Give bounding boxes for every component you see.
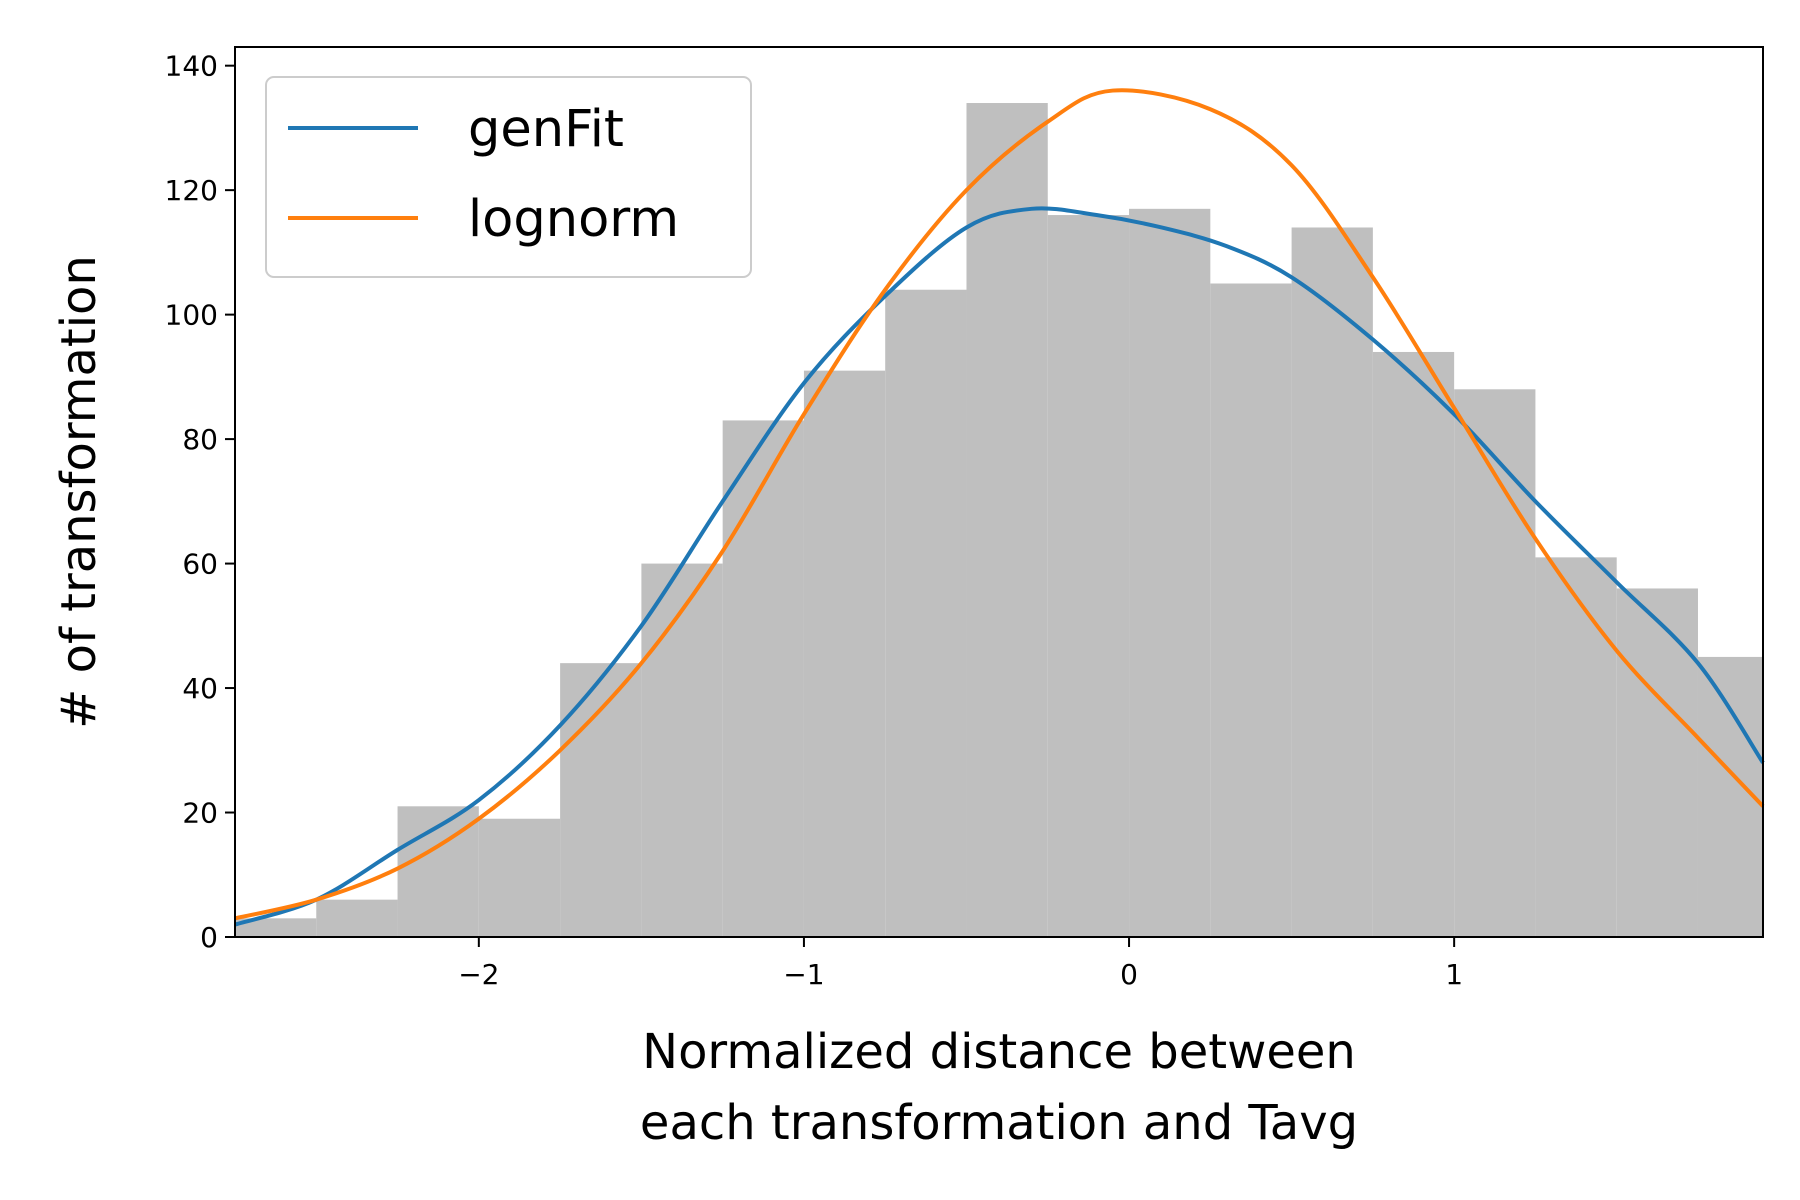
x-tick-label: 1 <box>1445 958 1463 991</box>
histogram-bar <box>1616 588 1698 937</box>
histogram-bar <box>803 370 886 937</box>
histogram-bar <box>1210 283 1292 937</box>
legend: genFit lognorm <box>265 76 752 278</box>
fit-curves <box>234 88 1765 927</box>
x-axis-label-line: Normalized distance between <box>642 1024 1356 1080</box>
histogram-bar <box>1291 227 1373 938</box>
x-axis-label: Normalized distance between each transfor… <box>640 1024 1358 1151</box>
histogram-bar <box>1454 389 1536 937</box>
legend-label-lognorm: lognorm <box>468 190 679 249</box>
histogram-bar <box>1372 351 1455 937</box>
histogram-bar <box>885 289 967 937</box>
histogram-bars <box>235 103 1763 938</box>
histogram-bar <box>235 918 317 937</box>
histogram-bar <box>1047 215 1130 937</box>
x-tick-label: −2 <box>458 958 499 991</box>
histogram-bar <box>560 663 642 937</box>
series-line-lognorm <box>234 88 1765 921</box>
x-axis-ticks: −2 −1 0 1 <box>458 937 1463 991</box>
x-tick-label: 0 <box>1120 958 1138 991</box>
series-line-genFit <box>234 206 1765 927</box>
histogram-bar <box>478 818 561 937</box>
y-tick-label: 120 <box>165 174 218 207</box>
y-tick-label: 80 <box>182 423 218 456</box>
y-tick-label: 40 <box>182 672 218 705</box>
y-axis-ticks: 0 20 40 60 80 100 120 140 <box>165 50 235 954</box>
histogram-bar <box>641 563 723 937</box>
y-tick-label: 140 <box>165 50 218 83</box>
x-tick-label: −1 <box>783 958 824 991</box>
y-tick-label: 100 <box>165 299 218 332</box>
histogram-bar <box>1535 557 1617 937</box>
y-tick-label: 20 <box>182 797 218 830</box>
legend-label-genFit: genFit <box>468 100 624 159</box>
x-axis-label-line: each transformation and Tavg <box>640 1095 1358 1151</box>
y-tick-label: 60 <box>182 548 218 581</box>
y-tick-label: 0 <box>200 921 218 954</box>
histogram-bar <box>1129 208 1211 937</box>
histogram-bar <box>316 899 398 937</box>
histogram-bar <box>722 420 804 937</box>
y-axis-label: # of transformation <box>51 255 107 729</box>
plot-frame <box>234 46 1764 938</box>
histogram-bar <box>966 103 1048 938</box>
